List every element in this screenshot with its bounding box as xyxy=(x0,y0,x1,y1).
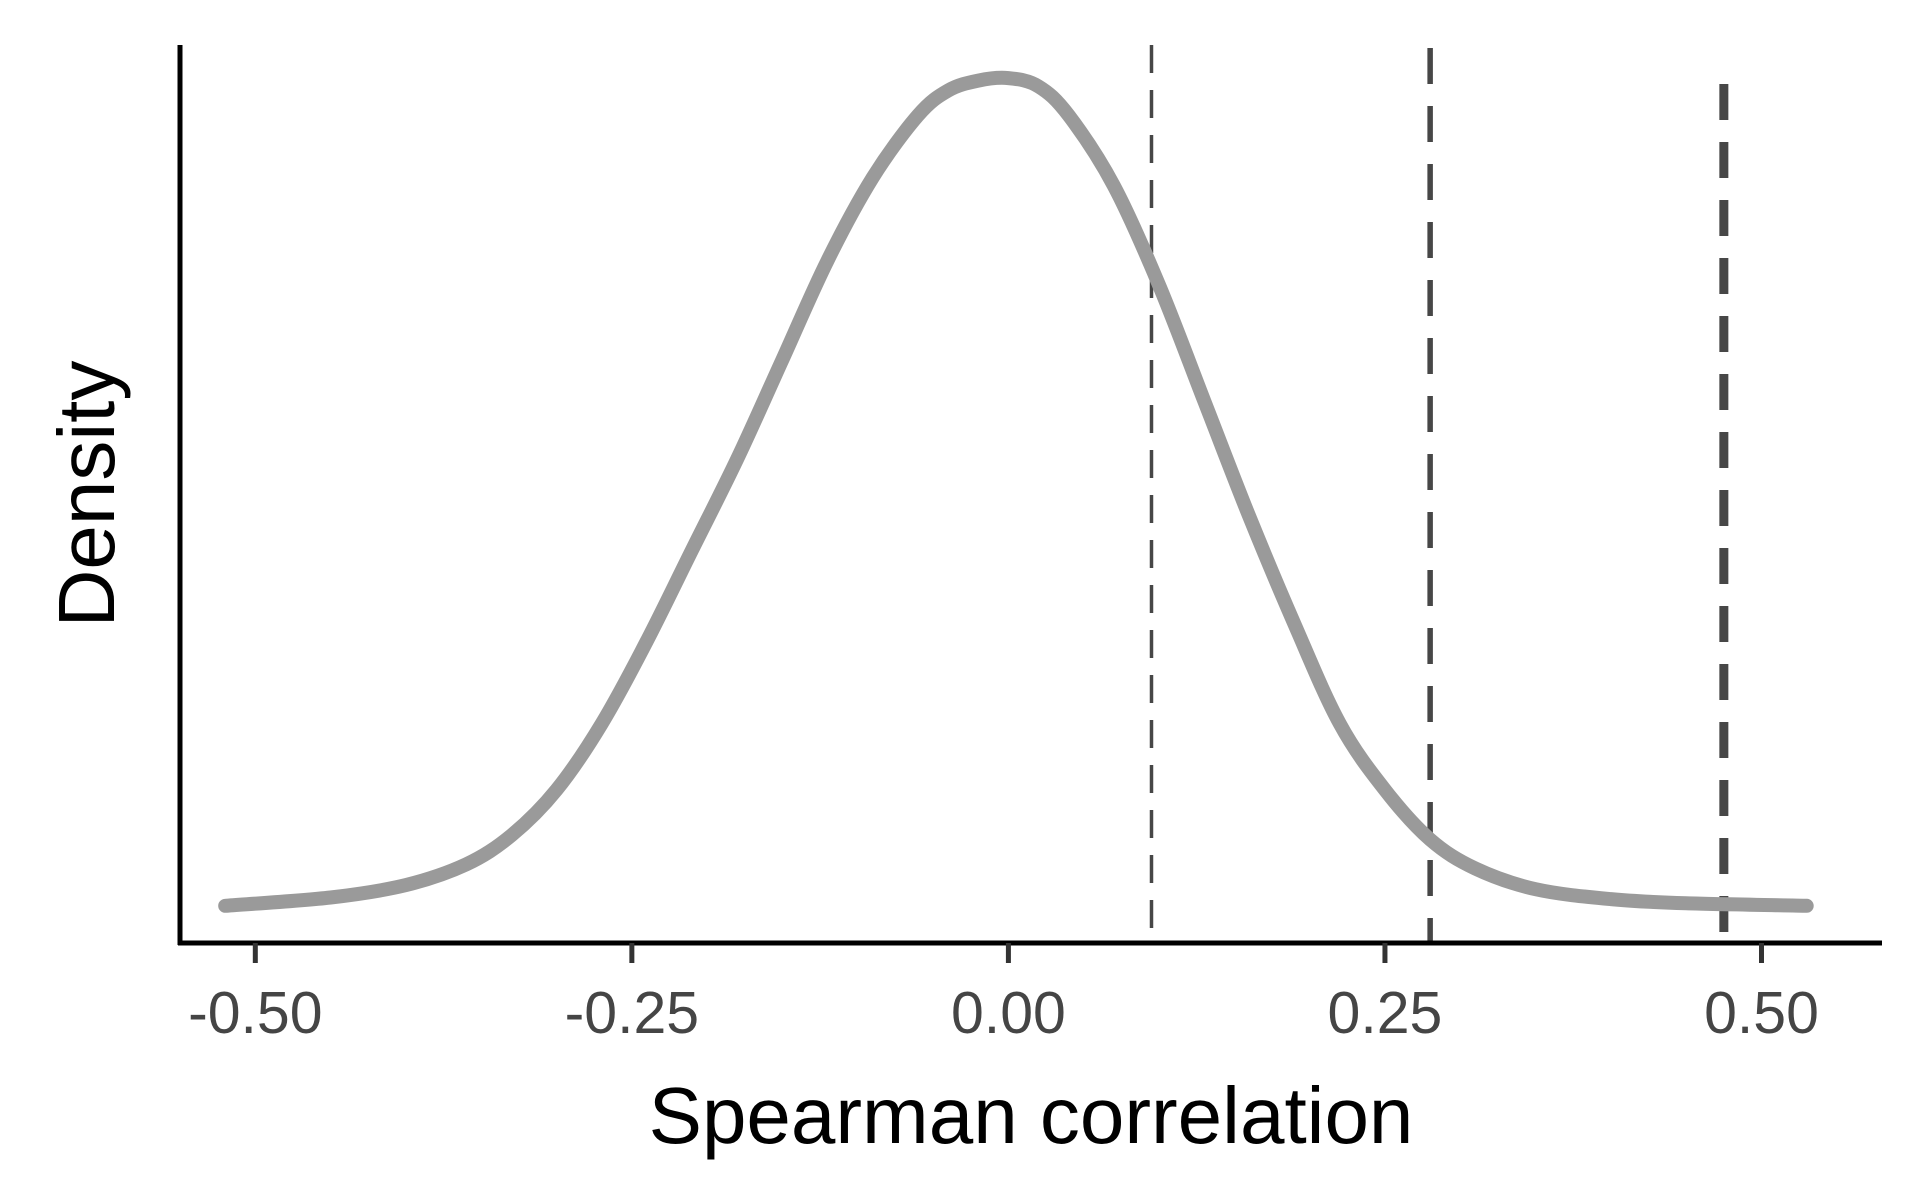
reference-lines xyxy=(1149,45,1729,943)
x-tick-label: -0.50 xyxy=(188,980,322,1046)
x-tick-label: 0.00 xyxy=(951,980,1066,1046)
y-axis-title: Density xyxy=(42,361,131,628)
x-tick-label: -0.25 xyxy=(565,980,699,1046)
x-axis-title: Spearman correlation xyxy=(649,1071,1414,1160)
x-axis-ticks: -0.50 -0.25 0.00 0.25 0.50 xyxy=(188,943,1819,1046)
density-curve xyxy=(218,70,1814,913)
x-tick-label: 0.50 xyxy=(1704,980,1819,1046)
x-tick-label: 0.25 xyxy=(1328,980,1443,1046)
